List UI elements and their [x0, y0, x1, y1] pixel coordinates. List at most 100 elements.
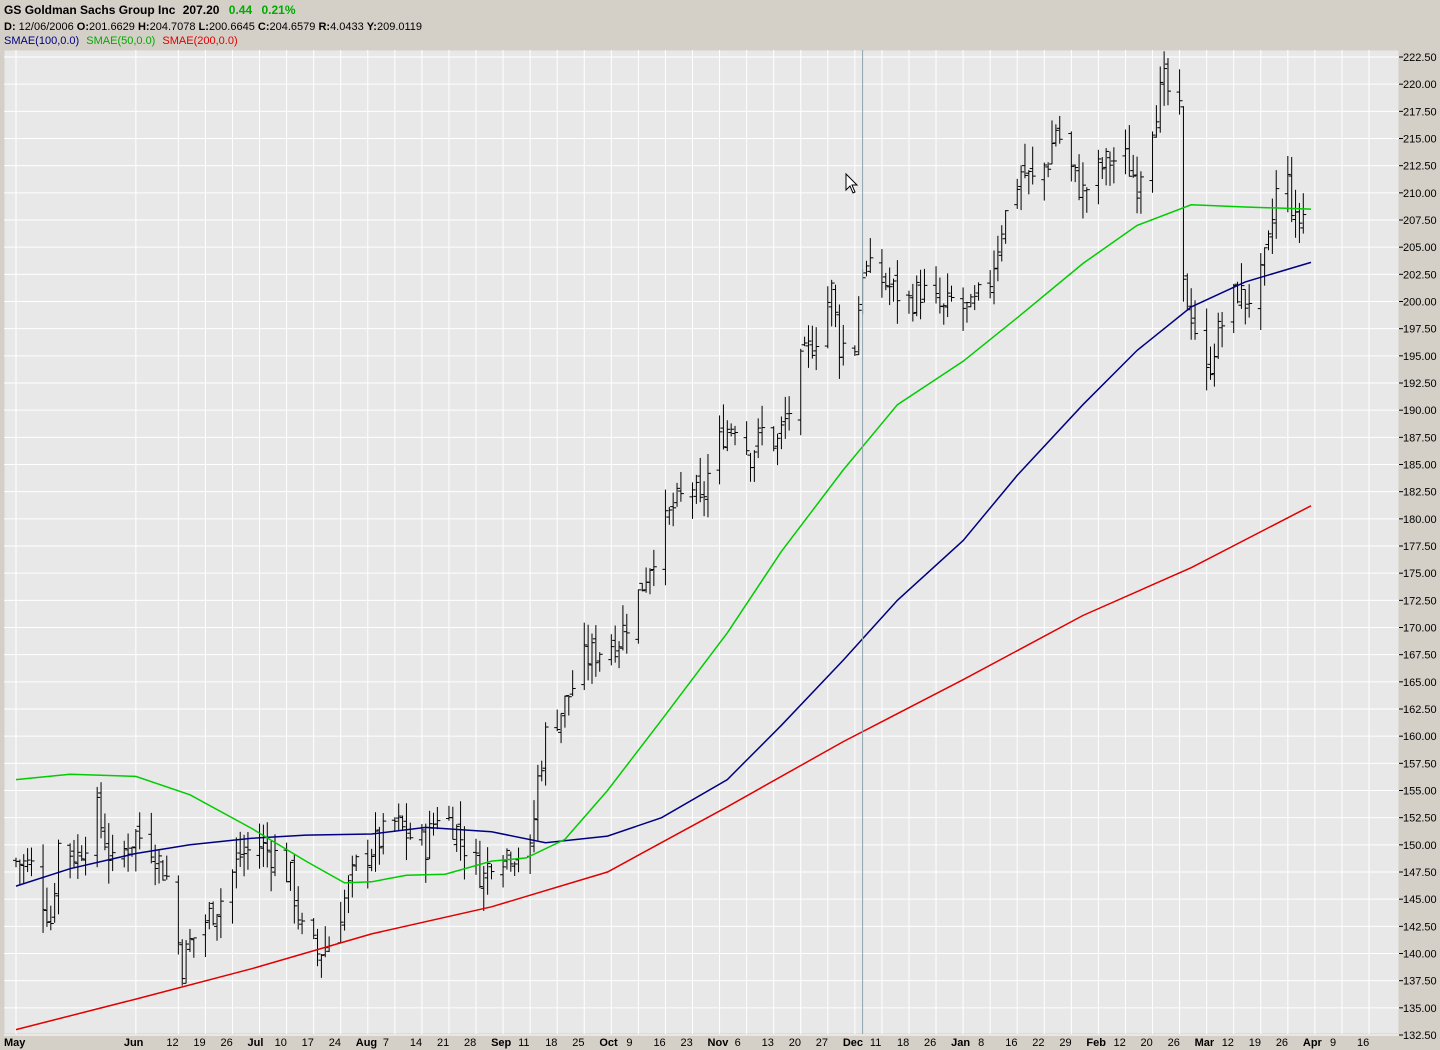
legend-sma200[interactable]: SMAE(200,0.0): [162, 35, 238, 47]
y-value: 209.0119: [376, 21, 423, 33]
ohlc-bar: [51, 882, 58, 923]
x-tick-label: May: [4, 1037, 26, 1049]
ohlc-bar: [612, 625, 619, 663]
ohlc-bar: [268, 840, 275, 892]
y-tick-label: 145.00: [1403, 894, 1437, 906]
ohlc-bar: [720, 404, 727, 450]
ohlc-bar: [391, 817, 398, 831]
ohlc-bar: [569, 670, 576, 697]
ohlc-bar: [1153, 105, 1160, 138]
ohlc-bar: [616, 641, 623, 669]
x-tick-label: 12: [1222, 1037, 1234, 1049]
ohlc-bar: [666, 506, 673, 525]
ohlc-bar: [380, 813, 387, 855]
ohlc-bar: [507, 851, 514, 872]
ohlc-bar: [1056, 115, 1063, 144]
ohlc-bar: [1126, 125, 1133, 177]
x-tick-label: 20: [1141, 1037, 1153, 1049]
high-value: 204.7078: [149, 21, 196, 33]
ohlc-bar: [588, 633, 595, 684]
close-value: 204.6579: [269, 21, 316, 33]
ohlc-bar: [287, 861, 294, 891]
ohlc-bar: [967, 293, 974, 308]
open-value: 201.6629: [89, 21, 135, 33]
legend-sma50[interactable]: SMAE(50,0.0): [86, 35, 156, 47]
plot-area[interactable]: [3, 49, 1400, 1035]
legend-sma100[interactable]: SMAE(100,0.0): [4, 35, 80, 47]
ohlc-bar: [1246, 284, 1253, 318]
ohlc-bar: [743, 421, 750, 455]
ohlc-bar: [704, 453, 711, 518]
ohlc-bar: [1049, 120, 1056, 165]
x-tick-label: 18: [545, 1037, 557, 1049]
y-tick-label: 180.00: [1403, 514, 1437, 526]
y-tick-label: 175.00: [1403, 568, 1437, 580]
x-tick-label: 10: [275, 1037, 287, 1049]
ohlc-bar: [1106, 151, 1113, 186]
ohlc-bar: [689, 482, 696, 519]
ohlc-bar: [426, 810, 433, 860]
ohlc-bar: [314, 928, 321, 967]
x-tick-label: 25: [572, 1037, 584, 1049]
ohlc-bar: [824, 286, 831, 349]
x-tick-label: Oct: [599, 1037, 618, 1049]
ohlc-bar: [832, 284, 839, 328]
ohlc-bar: [1025, 170, 1032, 195]
ohlc-bar: [78, 845, 85, 862]
x-tick-label: 18: [897, 1037, 909, 1049]
ohlc-bar: [801, 336, 808, 347]
ohlc-bar: [186, 928, 193, 953]
ohlc-bar: [1095, 149, 1102, 205]
ohlc-bar: [585, 624, 592, 681]
y-tick-label: 222.50: [1403, 52, 1437, 64]
ohlc-bar: [1203, 308, 1210, 391]
ohlc-bar: [1083, 187, 1090, 213]
ohlc-bar: [581, 622, 588, 691]
ohlc-bar: [1164, 58, 1171, 106]
ohlc-bar: [183, 940, 190, 984]
ohlc-bar: [1207, 346, 1214, 380]
x-tick-label: Mar: [1195, 1037, 1215, 1049]
x-tick-label: Aug: [356, 1037, 377, 1049]
ohlc-bar: [1099, 157, 1106, 179]
ohlc-bar: [217, 888, 224, 939]
open-label: O:: [76, 21, 90, 33]
ohlc-bar: [782, 396, 789, 439]
ohlc-bar: [732, 425, 739, 446]
ohlc-bar: [132, 829, 139, 872]
y-tick-label: 195.00: [1403, 351, 1437, 363]
y-tick-label: 217.50: [1403, 106, 1437, 118]
ohlc-bar: [650, 549, 657, 587]
ohlc-bar: [994, 235, 1001, 282]
indicator-legend: SMAE(100,0.0) SMAE(50,0.0) SMAE(200,0.0): [4, 35, 242, 47]
ohlc-bar: [565, 695, 572, 716]
x-tick-label: 29: [1059, 1037, 1071, 1049]
ticker-symbol: GS: [4, 3, 22, 17]
ohlc-bar: [175, 875, 182, 955]
ohlc-bar: [47, 905, 54, 931]
x-tick-label: 21: [437, 1037, 449, 1049]
ohlc-bar: [1079, 162, 1086, 219]
ohlc-bar: [349, 855, 356, 898]
ohlc-bar: [531, 800, 538, 853]
x-tick-label: 11: [518, 1037, 529, 1049]
ohlc-bar: [855, 296, 862, 356]
ohlc-bar: [1300, 193, 1307, 234]
sma200-line: [15, 505, 1312, 1031]
ohlc-bar: [639, 582, 646, 592]
ohlc-bar: [778, 416, 785, 450]
ohlc-bar: [299, 912, 306, 935]
x-tick-label: 27: [816, 1037, 828, 1049]
ohlc-bar: [987, 270, 994, 299]
ohlc-bar: [677, 471, 684, 502]
x-tick-label: 19: [1249, 1037, 1261, 1049]
ohlc-bar: [368, 848, 375, 872]
ohlc-bar: [751, 450, 758, 482]
y-tick-label: 167.50: [1403, 650, 1437, 662]
x-tick-label: 26: [220, 1037, 232, 1049]
ohlc-bar: [917, 269, 924, 320]
ohlc-bar: [894, 260, 901, 324]
x-tick-label: 16: [1005, 1037, 1017, 1049]
ohlc-bar: [674, 482, 681, 507]
